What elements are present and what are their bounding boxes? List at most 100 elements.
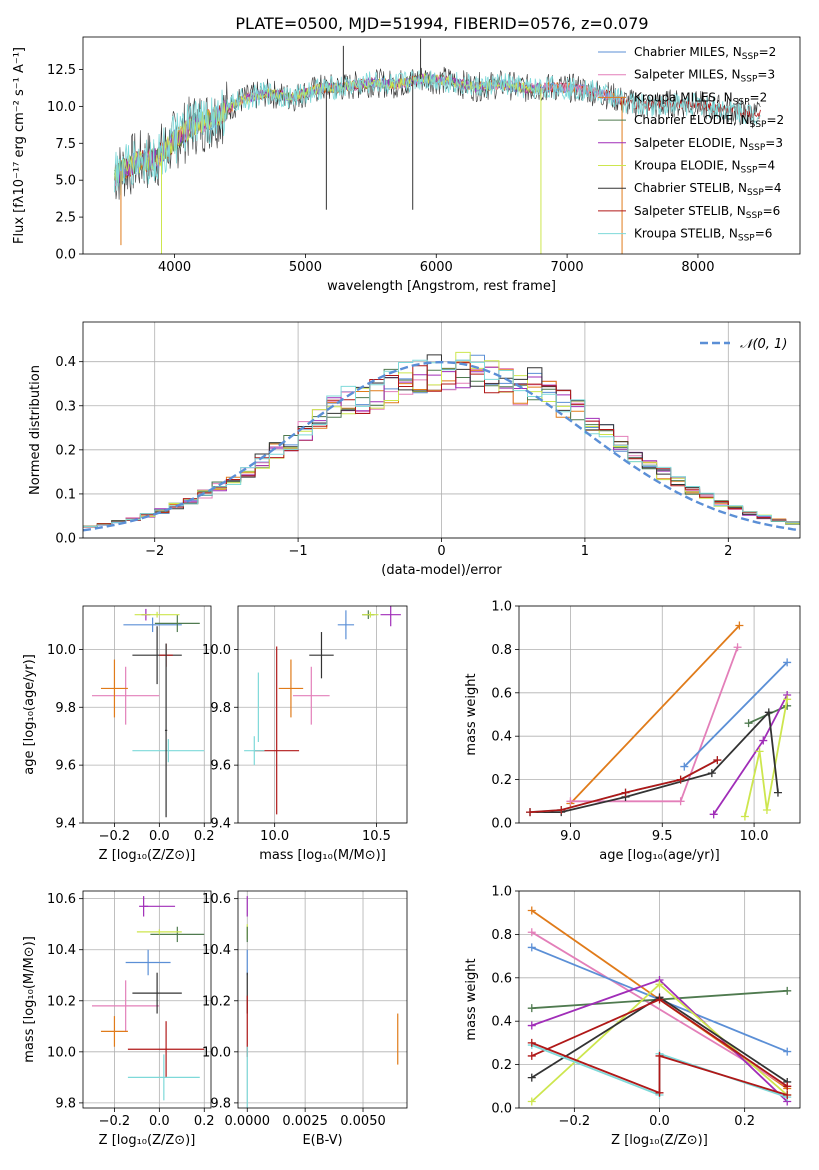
x-tick-label: 0 [437, 544, 445, 559]
legend-entry: Salpeter STELIB, NSSP=6 [634, 204, 780, 221]
series-marker [783, 1047, 792, 1056]
y-tick-label: 10.6 [47, 892, 76, 907]
series-marker [764, 708, 773, 717]
x-tick-label: 0.0050 [340, 1114, 386, 1129]
y-tick-label: 0.4 [491, 1015, 512, 1030]
series-marker [527, 943, 536, 952]
x-tick-label: 8000 [681, 260, 714, 275]
plot-area [83, 351, 800, 532]
data-point [164, 643, 168, 818]
y-tick-label: 0.4 [491, 730, 512, 745]
y-axis-label: mass weight [464, 958, 479, 1040]
y-axis-label: mass [log₁₀(M/M⊙)] [22, 936, 37, 1063]
y-tick-label: 9.8 [55, 701, 76, 716]
y-tick-label: 0.0 [491, 1102, 512, 1117]
y-tick-label: 10.0 [202, 643, 231, 658]
data-point [278, 659, 304, 718]
series-marker [680, 762, 689, 771]
massweight-vs-age-panel: 9.0 9.5 10.0 0.0 0.2 0.4 0.6 0.8 1.0 age [log₁₀(a… [464, 600, 801, 863]
data-point [123, 617, 182, 633]
x-tick-label: 0.0025 [282, 1114, 328, 1129]
data-point [154, 614, 200, 633]
y-tick-label: 10.4 [202, 943, 231, 958]
legend-entry: Chabrier MILES, NSSP=2 [634, 45, 776, 62]
data-point [309, 632, 334, 679]
y-tick-label: 10.0 [47, 100, 76, 115]
grid [83, 606, 211, 824]
x-tick-label: −0.2 [99, 1114, 131, 1129]
x-tick-label: 0.2 [194, 1114, 215, 1129]
data-point [100, 659, 128, 718]
plot-area [91, 608, 205, 818]
y-tick-label: 0.0 [491, 817, 512, 832]
grid [238, 606, 407, 824]
series-marker [783, 695, 792, 704]
y-tick-label: 9.6 [55, 759, 76, 774]
data-point [91, 980, 160, 1032]
series-marker [527, 906, 536, 915]
series-marker [676, 775, 685, 784]
y-tick-label: 5.0 [55, 174, 76, 189]
x-tick-label: −2 [145, 544, 164, 559]
x-axis-label: age [log₁₀(age/yr)] [599, 848, 720, 863]
axes-frame [518, 605, 801, 824]
x-tick-label: 5000 [289, 260, 322, 275]
series-marker [527, 1097, 536, 1106]
y-tick-label: 1.0 [491, 885, 512, 900]
series-marker [783, 1082, 792, 1091]
x-tick-label: 0.0 [649, 1114, 670, 1129]
x-tick-label: 10.5 [362, 829, 391, 844]
plot-area [526, 621, 792, 821]
x-axis-label: Z [log₁₀(Z/Z⊙)] [99, 1133, 196, 1148]
x-tick-label: −1 [289, 544, 308, 559]
axes-frame [518, 890, 801, 1109]
y-tick-label: 10.2 [202, 994, 231, 1009]
data-point [91, 666, 160, 725]
plot-area [527, 906, 792, 1106]
series-marker [783, 986, 792, 995]
y-tick-label: 9.8 [55, 1096, 76, 1111]
y-tick-label: 0.0 [55, 532, 76, 547]
axes-frame [82, 321, 801, 539]
series-line [744, 699, 788, 817]
y-axis-label: Flux [fλ10⁻¹⁷ erg cm⁻² s⁻¹ A⁻¹] [12, 47, 27, 244]
plot-area [246, 896, 399, 1108]
data-point [100, 1016, 128, 1047]
y-tick-label: 10.0 [202, 1045, 231, 1060]
y-tick-label: 0.3 [55, 399, 76, 414]
series-line [530, 710, 779, 813]
series-marker [713, 756, 722, 765]
x-tick-label: 2 [724, 544, 732, 559]
grid [238, 891, 407, 1108]
series-marker [655, 980, 664, 989]
mass-vs-z-panel: −0.2 0.0 0.2 9.8 10.0 10.2 10.4 10.6 Z [log₁₀(Z/… [22, 890, 215, 1148]
x-tick-label: 0.0 [149, 829, 170, 844]
normal-curve [83, 360, 800, 532]
series-marker [759, 736, 768, 745]
series-marker [762, 805, 771, 814]
data-point [125, 949, 171, 976]
legend-entry: Chabrier ELODIE, NSSP=2 [634, 113, 784, 130]
axes-frame [237, 605, 408, 824]
y-tick-label: 0.8 [491, 643, 512, 658]
y-tick-label: 0.4 [55, 355, 76, 370]
y-tick-label: 0.1 [55, 487, 76, 502]
legend-entry: Chabrier STELIB, NSSP=4 [634, 181, 782, 198]
data-point [132, 626, 182, 685]
data-point [127, 1021, 205, 1078]
legend-entry: Kroupa ELODIE, NSSP=4 [634, 159, 775, 176]
plot-area [244, 606, 401, 815]
mass-vs-ebv-panel: 0.0000 0.0025 0.0050 9.8 10.0 10.2 10.4 10.6 E(B… [202, 890, 408, 1148]
y-tick-label: 10.6 [202, 892, 231, 907]
legend-entry: Salpeter MILES, NSSP=3 [634, 68, 775, 85]
legend-entry: Salpeter ELODIE, NSSP=3 [634, 136, 783, 153]
y-tick-label: 0.6 [491, 686, 512, 701]
x-tick-label: 1 [581, 544, 589, 559]
x-tick-label: 6000 [420, 260, 453, 275]
grid [83, 891, 211, 1108]
y-tick-label: 0.2 [491, 1058, 512, 1073]
data-point [134, 611, 180, 618]
y-axis-label: mass weight [464, 673, 479, 755]
series-marker [744, 719, 753, 728]
